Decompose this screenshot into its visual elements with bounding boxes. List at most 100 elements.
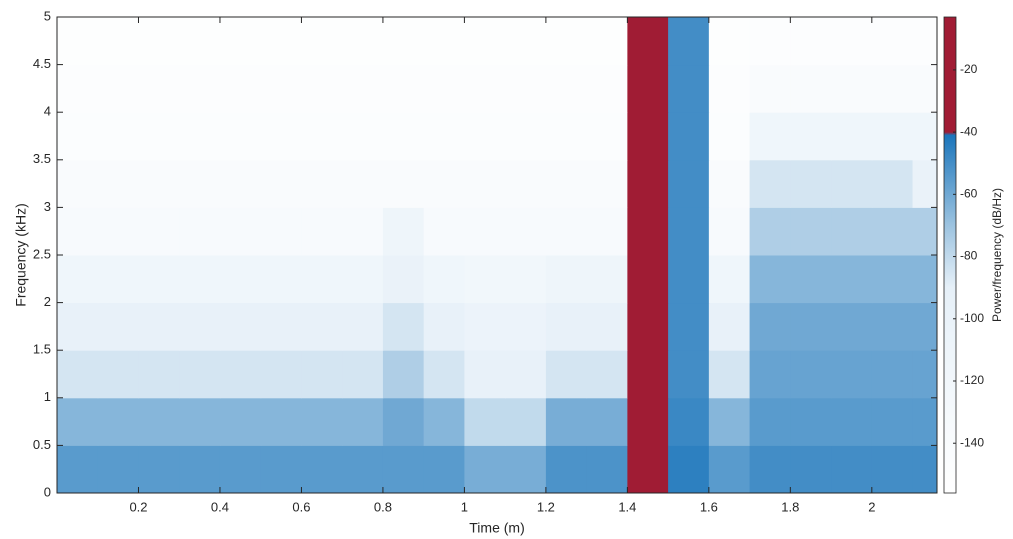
cell <box>260 207 302 256</box>
cell <box>138 255 180 304</box>
cell <box>871 207 914 256</box>
cell <box>586 64 628 113</box>
cell <box>831 64 873 113</box>
cell <box>219 255 262 304</box>
cell <box>423 397 465 446</box>
cell <box>545 302 588 351</box>
cell <box>545 397 588 446</box>
cell <box>219 112 262 161</box>
cell <box>790 17 832 66</box>
cell <box>260 302 302 351</box>
cell <box>464 207 506 256</box>
colorbar-title: Power/frequency (dB/Hz) <box>990 188 1004 322</box>
cell <box>382 302 425 351</box>
cell <box>871 302 914 351</box>
cell <box>57 112 99 161</box>
cell <box>505 397 547 446</box>
cell <box>301 17 343 66</box>
cell <box>382 445 425 493</box>
cell <box>708 64 751 113</box>
cell <box>179 159 221 208</box>
cell <box>790 445 832 493</box>
cell <box>382 64 425 113</box>
cell <box>219 350 262 399</box>
cell <box>179 255 221 304</box>
cell <box>627 397 669 446</box>
cell <box>708 350 751 399</box>
spectrogram <box>57 17 937 493</box>
cell <box>668 302 710 351</box>
x-tick-label: 1.8 <box>781 499 799 514</box>
cell <box>301 255 343 304</box>
cell <box>301 64 343 113</box>
cell <box>342 17 384 66</box>
cell <box>627 159 669 208</box>
cell <box>831 255 873 304</box>
colorbar <box>943 16 957 494</box>
cell <box>749 17 791 66</box>
cell <box>505 17 547 66</box>
cell <box>912 302 937 351</box>
cell <box>790 64 832 113</box>
cell <box>464 17 506 66</box>
cell <box>708 445 751 493</box>
cell <box>423 350 465 399</box>
cell <box>708 302 751 351</box>
cell <box>138 17 180 66</box>
cell <box>749 112 791 161</box>
cell <box>423 64 465 113</box>
cell <box>138 302 180 351</box>
y-tick-label: 4 <box>44 104 51 119</box>
colorbar-tick-label: -40 <box>960 124 978 138</box>
cell <box>301 302 343 351</box>
x-tick-label: 0.2 <box>129 499 147 514</box>
cell <box>301 207 343 256</box>
cell <box>97 159 139 208</box>
cell <box>301 159 343 208</box>
cell <box>301 350 343 399</box>
x-tick-label: 0.8 <box>374 499 392 514</box>
cell <box>912 350 937 399</box>
cell <box>179 350 221 399</box>
cell <box>301 445 343 493</box>
cell <box>545 112 588 161</box>
cell <box>545 207 588 256</box>
cell <box>749 64 791 113</box>
y-tick-label: 5 <box>44 8 51 23</box>
cell <box>219 397 262 446</box>
x-tick-label: 2 <box>868 499 875 514</box>
cell <box>749 397 791 446</box>
cell <box>342 397 384 446</box>
cell <box>464 350 506 399</box>
x-tick-label: 1 <box>461 499 468 514</box>
cell <box>342 350 384 399</box>
cell <box>668 397 710 446</box>
cell <box>138 112 180 161</box>
cell <box>586 255 628 304</box>
cell <box>57 255 99 304</box>
cell <box>545 255 588 304</box>
cell <box>342 445 384 493</box>
cell <box>871 445 914 493</box>
x-axis-title: Time (m) <box>469 520 524 536</box>
cell <box>831 159 873 208</box>
cell <box>586 302 628 351</box>
colorbar-tick-label: -140 <box>960 435 984 449</box>
cell <box>505 64 547 113</box>
cell <box>57 207 99 256</box>
cell <box>505 112 547 161</box>
x-tick-label: 1.2 <box>537 499 555 514</box>
y-tick-label: 2 <box>44 294 51 309</box>
cell <box>138 397 180 446</box>
cell <box>138 64 180 113</box>
cell <box>57 17 99 66</box>
cell <box>668 64 710 113</box>
cell <box>464 112 506 161</box>
cell <box>505 350 547 399</box>
cell <box>831 17 873 66</box>
cell <box>382 255 425 304</box>
cell <box>831 445 873 493</box>
cell <box>586 159 628 208</box>
cell <box>179 64 221 113</box>
